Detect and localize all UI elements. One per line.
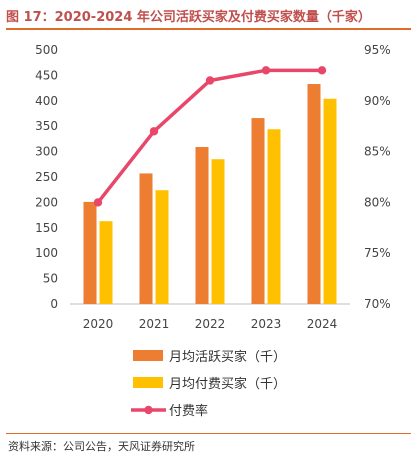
y-left-tick-label: 50 <box>43 272 58 286</box>
payment-rate-point <box>93 198 103 207</box>
source-note: 资料来源：公司公告，天风证券研究所 <box>8 440 195 453</box>
y-left-tick-label: 150 <box>35 221 58 235</box>
paying-buyers-bar <box>323 98 337 304</box>
y-left-tick-label: 350 <box>35 119 58 133</box>
x-tick-label: 2023 <box>251 317 282 331</box>
legend-swatch-payment-rate-marker <box>144 405 153 415</box>
active-buyers-bar <box>251 118 265 305</box>
y-right-tick-label: 95% <box>364 43 391 57</box>
active-buyers-bar <box>83 201 97 304</box>
payment-rate-point <box>317 66 327 75</box>
y-left-tick-label: 450 <box>35 68 58 82</box>
active-buyers-bar <box>139 173 153 304</box>
payment-rate-point <box>149 127 159 136</box>
figure-title: 图 17：2020-2024 年公司活跃买家及付费买家数量（千家） <box>6 10 371 25</box>
title-divider <box>6 28 411 30</box>
legend-label: 月均活跃买家（千） <box>169 349 286 365</box>
y-right-tick-label: 70% <box>364 297 391 311</box>
payment-rate-point <box>205 76 215 85</box>
paying-buyers-bar <box>211 159 225 304</box>
paying-buyers-bar <box>155 190 169 304</box>
legend-swatch-active-buyers <box>133 350 163 361</box>
y-right-tick-label: 80% <box>364 195 391 209</box>
combo-chart: 0 50 100 150 200 250 300 350 400 450 500 70% 75% 80%… <box>35 43 391 419</box>
y-left-tick-label: 500 <box>35 43 58 57</box>
x-tick-label: 2022 <box>195 317 226 331</box>
paying-buyers-bar <box>99 221 113 304</box>
y-left-tick-label: 250 <box>35 170 58 184</box>
y-left-tick-label: 300 <box>35 145 58 159</box>
legend-label: 月均付费买家（千） <box>169 376 286 392</box>
x-tick-label: 2024 <box>307 317 338 331</box>
y-right-tick-label: 75% <box>364 246 391 260</box>
y-left-tick-label: 100 <box>35 246 58 260</box>
legend-label: 付费率 <box>169 403 208 419</box>
y-left-tick-label: 0 <box>50 297 58 311</box>
y-right-tick-label: 90% <box>364 94 391 108</box>
y-left-tick-label: 200 <box>35 195 58 209</box>
active-buyers-bar <box>307 84 321 304</box>
y-right-tick-label: 85% <box>364 145 391 159</box>
payment-rate-point <box>261 66 271 75</box>
x-tick-label: 2020 <box>83 317 114 331</box>
paying-buyers-bar <box>267 129 281 304</box>
x-tick-label: 2021 <box>139 317 170 331</box>
active-buyers-bar <box>195 147 209 304</box>
source-divider <box>6 433 411 434</box>
payment-rate-line <box>96 68 322 204</box>
y-left-tick-label: 400 <box>35 94 58 108</box>
legend-swatch-paying-buyers <box>133 377 163 388</box>
